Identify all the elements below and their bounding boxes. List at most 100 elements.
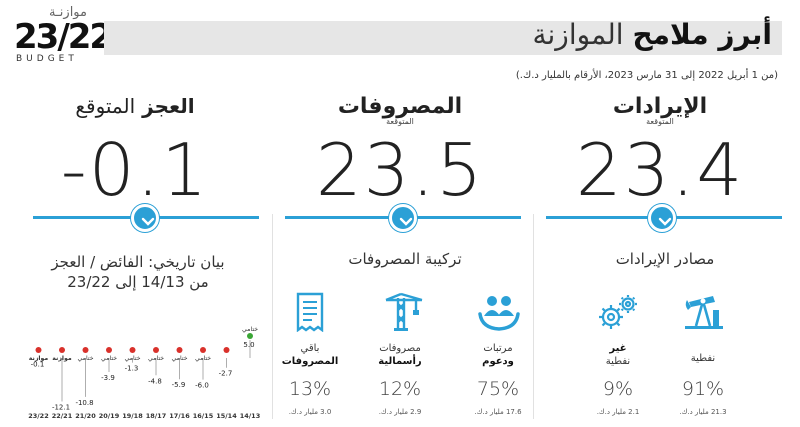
revenue-item-oil-amount: 21.3 مليار د.ك.	[679, 408, 727, 416]
expense-item-capital-amount: 2.9 مليار د.ك.	[378, 408, 422, 416]
chart-value-label: -12.1	[52, 404, 70, 412]
logo-arabic: موازنـة	[49, 5, 87, 20]
chevron-down-icon	[658, 217, 672, 226]
revenue-item-nonoil-amount: 2.1 مليار د.ك.	[596, 408, 640, 416]
chart-point	[106, 347, 112, 353]
deficit-expand-button[interactable]	[131, 204, 159, 232]
chart-value-label: -10.8	[75, 399, 93, 407]
chart-value-label: 5.0	[243, 341, 254, 349]
chart-point	[59, 347, 65, 353]
chart-point	[35, 347, 42, 353]
page-title: أبرز ملامح الموازنة	[533, 18, 773, 51]
chart-point-label: ختامي	[171, 355, 187, 362]
chart-value-label: -3.9	[101, 374, 115, 382]
deficit-value: -0.1	[60, 128, 210, 212]
chart-point	[176, 347, 183, 353]
chart-point-label: ختامي	[195, 355, 211, 362]
expense-item-other-pct: 13%	[288, 378, 332, 400]
chart-value-label: -4.8	[148, 377, 162, 385]
chart-point-label: موازنة	[29, 355, 49, 362]
chart-point	[200, 347, 206, 353]
salaries-support-icon	[478, 292, 520, 336]
expense-item-other-amount: 3.0 مليار د.ك.	[288, 408, 332, 416]
chart-tick-label: 21/20	[75, 412, 96, 420]
chart-value-label: -0.1	[31, 360, 45, 368]
chart-tick-label: 17/16	[169, 412, 190, 420]
expense-item-other-line1: باقي	[300, 343, 320, 354]
expenses-expand-button[interactable]	[389, 204, 417, 232]
expense-item-salaries-amount: 17.6 مليار د.ك.	[474, 408, 522, 416]
expenses-label: المصروفات	[337, 94, 463, 119]
expense-item-capital-pct: 12%	[378, 378, 422, 400]
chart-point-label: موازنة	[52, 355, 72, 362]
chart-tick-label: 14/13	[240, 412, 260, 420]
chart-tick-label: 20/19	[99, 412, 120, 420]
title-rest: الموازنة	[532, 18, 624, 51]
title-bold: أبرز ملامح	[632, 18, 772, 51]
revenue-sources-title: مصادر الإيرادات	[615, 250, 715, 268]
chart-value-label: -6.0	[195, 382, 209, 390]
history-chart: ختامي 5.0 14/13 -2.7 15/14 ختامي -6.0 16/15 ختام…	[28, 326, 260, 420]
deficit-label-bold: العجز	[142, 94, 195, 118]
chart-point	[153, 347, 159, 353]
divider	[272, 214, 273, 419]
expense-item-salaries-label: مرتبات ودعوم	[458, 342, 538, 368]
revenue-item-oil-label: نفطية	[663, 352, 743, 365]
gears-icon	[596, 292, 640, 336]
chart-point	[129, 347, 136, 353]
expense-item-capital-line1: مصروفات	[379, 343, 421, 354]
deficit-heading: العجز المتوقع	[40, 94, 230, 118]
chart-value-label: -2.7	[219, 370, 233, 378]
divider	[533, 214, 534, 419]
expense-item-capital-label: مصروفات رأسمالية	[360, 342, 440, 368]
revenue-item-nonoil-pct: 9%	[602, 378, 634, 400]
chart-tick-label: 18/17	[146, 412, 166, 420]
logo-number: 23/22	[14, 17, 113, 57]
page-subtitle: (من 1 أبريل 2022 إلى 31 مارس 2023، الأرق…	[515, 70, 778, 81]
chart-value-label: -1.3	[125, 365, 139, 373]
deficit-label-rest: المتوقع	[75, 94, 136, 118]
expense-item-salaries-line2: ودعوم	[482, 356, 514, 367]
chart-tick-label: 22/21	[52, 412, 73, 420]
crane-icon	[382, 292, 424, 336]
title-bar	[104, 21, 782, 55]
expenses-heading: المصروفات المتوقعة	[310, 94, 490, 126]
expenses-value: 23.5	[315, 128, 485, 212]
logo-word: BUDGET	[16, 54, 78, 64]
chart-point-label: ختامي	[101, 355, 117, 362]
expense-composition-title: تركيبة المصروفات	[348, 250, 462, 268]
revenue-item-oil-line1: نفطية	[690, 353, 716, 364]
history-title-line2: من 14/13 إلى 23/22	[67, 273, 209, 291]
revenue-heading: الإيرادات المتوقعة	[570, 94, 750, 126]
history-title: بيان تاريخي: الفائض / العجز من 14/13 إلى…	[20, 252, 256, 292]
oil-pump-icon	[683, 292, 725, 336]
revenue-note: المتوقعة	[646, 117, 674, 126]
chart-value-label: -5.9	[172, 381, 186, 389]
revenue-item-nonoil-line2: نفطية	[605, 356, 631, 367]
chevron-down-icon	[141, 217, 155, 226]
revenue-item-oil-pct: 91%	[681, 378, 725, 400]
expense-item-salaries-line1: مرتبات	[483, 343, 513, 354]
expense-item-salaries-pct: 75%	[476, 378, 520, 400]
chevron-down-icon	[399, 217, 413, 226]
chart-tick-label: 19/18	[122, 412, 143, 420]
revenue-value: 23.4	[575, 128, 745, 212]
chart-point-label: ختامي	[124, 355, 140, 362]
chart-point-label: ختامي	[148, 355, 164, 362]
chart-point	[82, 347, 89, 353]
chart-point-label: ختامي	[77, 355, 93, 362]
expense-item-other-line2: المصروفات	[281, 356, 339, 367]
revenue-label: الإيرادات	[612, 94, 708, 119]
expense-item-capital-line2: رأسمالية	[378, 356, 422, 367]
revenue-item-nonoil-line1: غير	[609, 343, 627, 354]
history-title-line1: بيان تاريخي: الفائض / العجز	[51, 253, 225, 271]
chart-point	[247, 333, 253, 339]
chart-tick-label: 23/22	[28, 412, 48, 420]
chart-point-label: ختامي	[242, 326, 258, 333]
revenue-expand-button[interactable]	[648, 204, 676, 232]
chart-tick-label: 16/15	[193, 412, 214, 420]
expense-item-other-label: باقي المصروفات	[270, 342, 350, 368]
chart-point	[223, 347, 230, 353]
chart-tick-label: 15/14	[216, 412, 237, 420]
receipt-icon	[292, 292, 328, 336]
